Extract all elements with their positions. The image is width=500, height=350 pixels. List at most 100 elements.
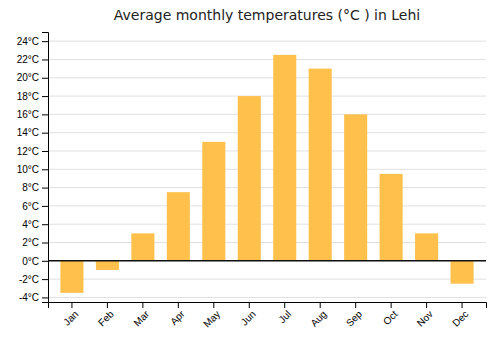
bar	[96, 261, 119, 270]
grid-line	[48, 260, 486, 261]
tick-mark	[249, 302, 250, 308]
tick-mark	[42, 59, 48, 60]
bars	[60, 55, 473, 293]
tick: 16°C	[17, 109, 48, 120]
tick: 24°C	[17, 36, 48, 47]
plot: -4°C -2°C 0°C 2°C 4°C 6°C 8°C 10°C 12°C 14°C 16°C 1…	[17, 33, 487, 330]
tick: Feb	[96, 302, 116, 328]
tick-mark	[42, 206, 48, 207]
tick-mark	[320, 302, 321, 308]
tick-mark	[42, 78, 48, 79]
grid-line	[48, 224, 486, 225]
tick-label: Mar	[131, 308, 151, 328]
tick-mark	[107, 302, 108, 308]
tick-label: Jun	[239, 308, 258, 327]
tick-label: 2°C	[22, 237, 39, 248]
tick: Jan	[61, 302, 80, 328]
axis-line	[42, 33, 49, 303]
grid	[48, 41, 486, 297]
bar	[167, 192, 190, 261]
tick: Mar	[131, 302, 151, 328]
grid-line	[48, 41, 486, 42]
tick-mark	[42, 114, 48, 115]
tick: 14°C	[17, 127, 48, 138]
tick-label: 6°C	[22, 201, 39, 212]
tick-mark	[42, 41, 48, 42]
title: Average monthly temperatures (°C ) in Le…	[114, 7, 421, 23]
tick-label: Dec	[450, 308, 470, 328]
bar	[344, 114, 367, 260]
tick-label: 22°C	[17, 54, 39, 65]
tick: 4°C	[22, 219, 48, 230]
tick-mark	[142, 302, 143, 308]
grid-line	[48, 114, 486, 115]
tick-label: Aug	[308, 308, 328, 328]
tick-label: 14°C	[17, 127, 39, 138]
tick: Oct	[381, 302, 400, 327]
tick-label: Feb	[96, 308, 116, 328]
axis-line	[49, 303, 487, 309]
y-axis: -4°C -2°C 0°C 2°C 4°C 6°C 8°C 10°C 12°C 14°C 16°C 1…	[17, 33, 49, 304]
bar	[273, 55, 296, 261]
tick-label: 12°C	[17, 146, 39, 157]
tick: Nov	[415, 302, 435, 329]
grid-line	[48, 187, 486, 188]
grid-line	[48, 96, 486, 97]
tick-label: -4°C	[19, 292, 39, 303]
tick: May	[201, 302, 222, 330]
tick-mark	[42, 224, 48, 225]
tick-label: Jan	[61, 308, 80, 327]
grid-line	[48, 132, 486, 133]
tick: 20°C	[17, 72, 48, 83]
tick-mark	[462, 302, 463, 308]
tick-mark	[42, 151, 48, 152]
bar	[202, 142, 225, 261]
tick: 22°C	[17, 54, 48, 65]
tick-mark	[42, 96, 48, 97]
tick: 12°C	[17, 146, 48, 157]
tick-label: Sep	[344, 308, 365, 329]
tick-label: 8°C	[22, 182, 39, 193]
grid-line	[48, 297, 486, 298]
tick-label: May	[201, 308, 222, 329]
bar	[309, 69, 332, 261]
tick: 2°C	[22, 237, 48, 248]
tick-label: 18°C	[17, 91, 39, 102]
tick-label: -2°C	[19, 274, 39, 285]
tick-label: Apr	[168, 308, 187, 327]
tick-mark	[213, 302, 214, 308]
x-axis: Jan Feb Mar Apr May Jun Jul Aug Sep Oct Nov Dec	[49, 302, 487, 330]
tick: Aug	[308, 302, 328, 329]
tick-mark	[355, 302, 356, 308]
tick: Sep	[344, 302, 365, 329]
bar	[238, 96, 261, 261]
tick-mark	[42, 261, 48, 262]
grid-line	[48, 205, 486, 206]
tick-label: 16°C	[17, 109, 39, 120]
tick: -2°C	[19, 274, 48, 285]
tick-label: Nov	[415, 308, 435, 328]
tick-mark	[426, 302, 427, 308]
bar	[415, 233, 438, 260]
tick: Apr	[168, 302, 187, 327]
tick: 8°C	[22, 182, 48, 193]
tick-mark	[42, 297, 48, 298]
zero-line	[48, 260, 486, 262]
tick-mark	[178, 302, 179, 308]
tick-label: 0°C	[22, 256, 39, 267]
tick-mark	[42, 279, 48, 280]
tick-mark	[284, 302, 285, 308]
tick-label: Jul	[276, 308, 293, 325]
grid-line	[48, 169, 486, 170]
tick-mark	[42, 243, 48, 244]
bar	[380, 174, 403, 261]
grid-line	[48, 150, 486, 151]
chart: -4°C -2°C 0°C 2°C 4°C 6°C 8°C 10°C 12°C 14°C 16°C 1…	[0, 0, 500, 350]
tick: 0°C	[22, 256, 48, 267]
grid-line	[48, 77, 486, 78]
grid-line	[48, 279, 486, 280]
tick: 10°C	[17, 164, 48, 175]
tick: Jul	[276, 302, 293, 325]
bar	[131, 233, 154, 260]
tick-label: 24°C	[17, 36, 39, 47]
